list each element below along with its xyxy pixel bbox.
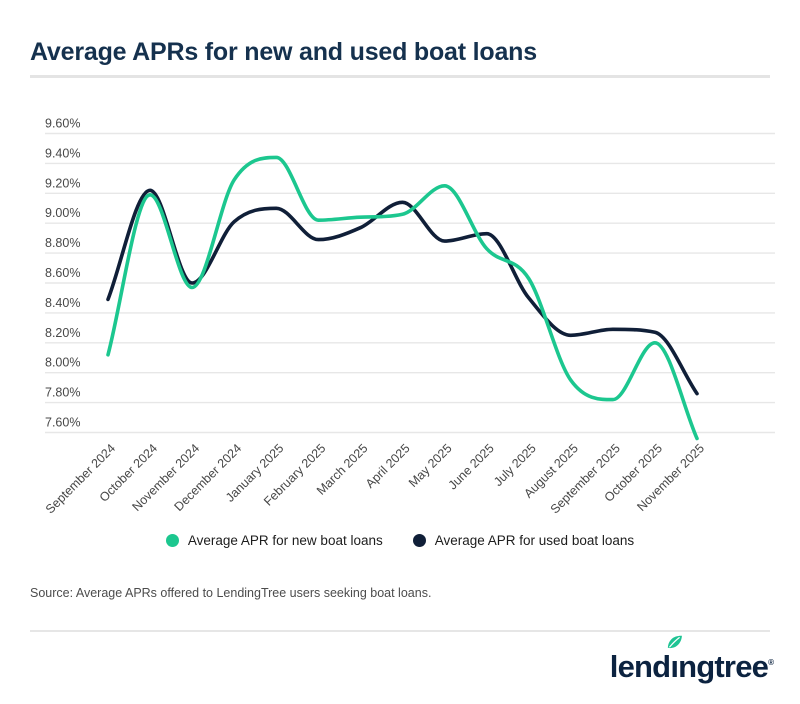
registered-mark: ® <box>768 658 774 667</box>
chart-legend: Average APR for new boat loans Average AP… <box>0 533 800 548</box>
page-title: Average APRs for new and used boat loans <box>30 38 537 66</box>
logo-text: lendı ngtree <box>610 635 769 687</box>
line-new-boat-loans <box>106 155 699 441</box>
y-axis-tick-label: 8.40% <box>45 296 80 310</box>
legend-label: Average APR for new boat loans <box>187 533 383 548</box>
y-axis-tick-label: 9.60% <box>45 117 80 131</box>
title-divider <box>30 75 770 78</box>
x-axis-tick-label: June 2025 <box>446 441 497 492</box>
legend-label: Average APR for used boat loans <box>434 533 635 548</box>
y-axis-tick-label: 9.20% <box>45 176 80 190</box>
y-axis-tick-label: 7.80% <box>45 386 80 400</box>
y-axis-tick-label: 9.00% <box>45 206 80 220</box>
legend-dot-icon <box>412 534 426 547</box>
apr-line-chart: 9.60% 9.40% 9.20% 9.00% 8.80% 8.60% 8.40% 8.20%… <box>43 117 775 516</box>
source-note: Source: Average APRs offered to LendingT… <box>30 586 432 600</box>
y-axis-tick-label: 8.00% <box>45 356 80 370</box>
y-axis-tick-label: 7.60% <box>45 416 80 430</box>
footer-divider <box>30 630 770 632</box>
line-used-boat-loans <box>106 188 699 396</box>
legend-item: Average APR for used boat loans <box>412 533 635 548</box>
lendingtree-logo: lendı ngtree ® <box>610 635 774 687</box>
leaf-icon <box>668 635 683 649</box>
x-axis-tick-label: September 2024 <box>43 441 118 516</box>
x-axis-tick-label: April 2025 <box>363 441 413 491</box>
legend-item: Average APR for new boat loans <box>165 533 383 548</box>
y-axis-tick-label: 9.40% <box>45 146 80 160</box>
y-axis-tick-label: 8.80% <box>45 236 80 250</box>
y-axis-tick-label: 8.60% <box>45 266 80 280</box>
y-axis-tick-label: 8.20% <box>45 326 80 340</box>
legend-dot-icon <box>165 534 179 547</box>
